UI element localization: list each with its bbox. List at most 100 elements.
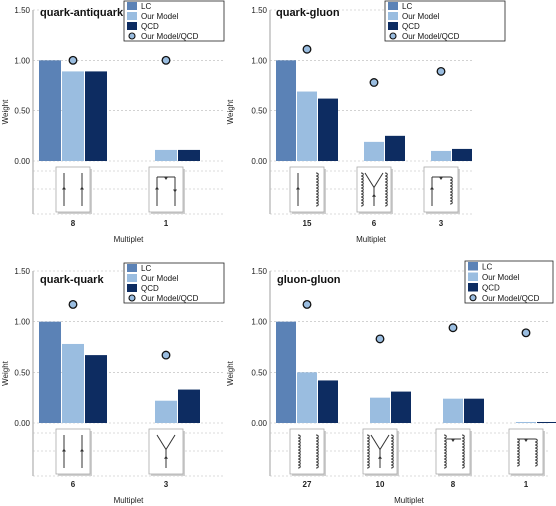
diagram-gluon: [315, 434, 319, 469]
x-tick-label: 8: [71, 219, 76, 228]
diagram-box: [435, 428, 471, 475]
x-tick-label: 1: [524, 480, 529, 489]
diagram-arrow: [155, 186, 159, 190]
diagram-arrow: [439, 177, 443, 180]
legend-label: QCD: [402, 22, 420, 31]
legend-swatch: [388, 22, 398, 30]
x-tick-label: 6: [71, 480, 76, 489]
marker-ratio-27: [302, 299, 312, 309]
bar-our-model-8: [443, 398, 463, 423]
diagram-qg-annihilation: [423, 166, 460, 214]
marker-ratio-15: [302, 44, 312, 54]
chart-panel-4: 0.00 0.50 1.00 1.50 Weight 27 10 8 1 Multiplet glu…: [226, 260, 556, 505]
y-tick-label: 1.50: [14, 267, 30, 276]
y-tick-label: 0.00: [14, 419, 30, 428]
legend-label: QCD: [482, 283, 500, 292]
diagram-arrow: [164, 177, 168, 180]
y-tick-label: 0.50: [14, 107, 30, 116]
bar-qcd-15: [318, 98, 338, 161]
legend-label: QCD: [141, 22, 159, 31]
diagram-arrow: [173, 189, 177, 193]
diagram-arrow: [451, 439, 455, 442]
chart-title: gluon-gluon: [277, 274, 341, 286]
bar-our-model-15: [297, 91, 317, 161]
diagram-qq-parallel: [55, 428, 92, 476]
bar-lc-8: [39, 60, 61, 162]
chart-title: quark-antiquark: [40, 7, 124, 19]
diagram-line: [165, 434, 176, 450]
bar-our-model-27: [297, 372, 317, 423]
y-axis-label: Weight: [1, 99, 10, 125]
bar-qcd-27: [318, 380, 338, 423]
diagram-qg-parallel: [289, 166, 326, 214]
marker-ratio-8: [448, 323, 458, 333]
diagram-arrow: [164, 455, 168, 459]
bar-qcd-1: [537, 421, 556, 423]
legend-label: LC: [402, 2, 412, 11]
legend-label: Our Model/QCD: [482, 294, 540, 303]
legend-swatch: [127, 12, 137, 20]
bar-qcd-1: [178, 149, 200, 161]
bar-our-model-6: [364, 141, 384, 161]
bar-qcd-6: [385, 135, 405, 161]
bar-qcd-8: [464, 398, 484, 423]
bar-lc-6: [39, 321, 61, 423]
diagram-arrow: [62, 186, 66, 190]
diagram-gg-parallel: [289, 428, 326, 476]
marker-ratio-1: [161, 55, 171, 65]
x-axis-label: Multiplet: [394, 496, 425, 505]
x-axis-label: Multiplet: [114, 496, 145, 505]
legend-marker: [128, 294, 136, 302]
chart-title: quark-quark: [40, 274, 104, 286]
y-tick-label: 0.50: [14, 368, 30, 377]
x-tick-label: 15: [303, 219, 312, 228]
diagram-box: [508, 428, 544, 475]
chart-title: quark-gluon: [276, 7, 340, 19]
diagram-arrow: [80, 186, 84, 190]
legend-marker: [469, 294, 477, 302]
diagram-line: [364, 172, 375, 188]
legend-box: [384, 0, 506, 42]
bar-qcd-3: [178, 389, 200, 423]
x-tick-label: 8: [451, 480, 456, 489]
diagram-box: [55, 428, 91, 475]
bar-qcd-3: [452, 148, 472, 161]
x-axis-label: Multiplet: [114, 235, 145, 244]
legend-label: Our Model: [141, 12, 179, 21]
legend-label: QCD: [141, 284, 159, 293]
bar-qcd-6: [85, 355, 107, 423]
marker-ratio-6: [369, 78, 379, 87]
diagram-gluon: [366, 434, 370, 469]
chart-panel-1: 0.00 0.50 1.00 1.50 Weight 8 1 Multiplet quark-a…: [1, 0, 225, 244]
legend-swatch: [127, 22, 137, 30]
y-tick-label: 1.50: [251, 6, 267, 15]
y-tick-label: 1.00: [251, 56, 267, 65]
x-tick-label: 3: [439, 219, 444, 228]
y-tick-label: 1.00: [251, 318, 267, 327]
diagram-gluon: [384, 172, 388, 207]
chart-panel-3: 0.00 0.50 1.00 1.50 Weight 6 3 Multiplet quark-q…: [1, 262, 225, 505]
bar-our-model-1: [516, 421, 536, 423]
bar-lc-15: [276, 60, 296, 162]
legend-swatch: [468, 272, 478, 281]
y-tick-label: 1.00: [14, 318, 30, 327]
diagram-gluon: [297, 434, 301, 469]
legend-swatch: [468, 262, 478, 271]
x-tick-label: 6: [372, 219, 377, 228]
diagram-qg-y: [356, 166, 393, 214]
diagram-qq-annihilation: [148, 166, 185, 214]
legend-label: Our Model/QCD: [141, 32, 199, 41]
diagram-gluon: [360, 172, 364, 207]
legend-swatch: [388, 12, 398, 20]
x-axis-label: Multiplet: [356, 235, 387, 244]
marker-ratio-6: [68, 299, 78, 309]
legend-label: LC: [482, 262, 492, 271]
x-tick-label: 27: [303, 480, 312, 489]
y-tick-label: 0.00: [251, 419, 267, 428]
legend-swatch: [127, 2, 137, 10]
x-tick-label: 10: [376, 480, 385, 489]
